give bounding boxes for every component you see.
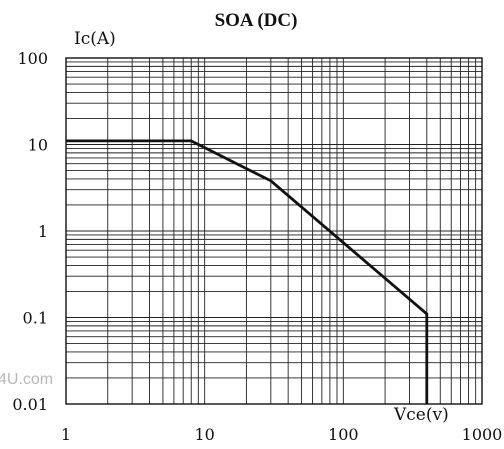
y-tick-labels: 100 10 1 0.1 0.01 — [12, 49, 48, 414]
x-tick-label: 1000 — [462, 425, 503, 444]
chart-title: SOA (DC) — [215, 10, 298, 31]
x-axis-label: Vce(v) — [393, 405, 449, 425]
x-tick-labels: 1 10 100 1000 — [61, 425, 502, 444]
y-tick-label: 0.01 — [12, 395, 48, 414]
soa-boundary-line — [66, 139, 429, 404]
y-axis-label: Ic(A) — [74, 29, 116, 49]
x-tick-label: 10 — [194, 425, 214, 444]
x-tick-label: 1 — [61, 425, 71, 444]
grid-layer — [65, 58, 482, 405]
y-tick-label: 10 — [28, 136, 48, 155]
y-tick-label: 100 — [17, 49, 48, 68]
y-tick-label: 0.1 — [23, 309, 48, 328]
y-tick-label: 1 — [38, 222, 48, 241]
x-tick-label: 100 — [328, 425, 359, 444]
plot-frame — [65, 57, 483, 405]
watermark-text: 4U.com — [0, 371, 53, 388]
